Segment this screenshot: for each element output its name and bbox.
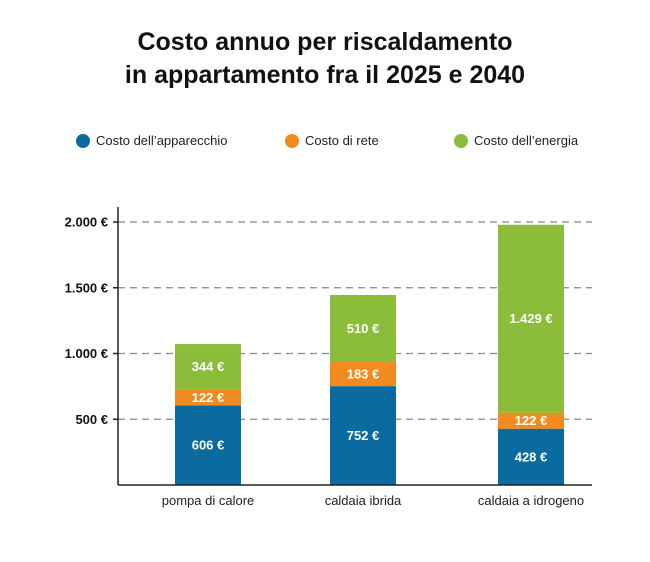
bar-value-label-0-2: 344 € [192, 359, 225, 374]
bar-value-label-0-0: 606 € [192, 438, 225, 453]
legend-swatch-apparecchio [76, 133, 90, 148]
legend: Costo dell’apparecchio Costo di rete Cos… [0, 133, 650, 153]
chart-title-line1: Costo annuo per riscaldamento [137, 28, 513, 56]
bar-value-label-1-1: 183 € [347, 367, 380, 382]
y-tick-label-1000: 1.000 € [65, 346, 108, 361]
category-label-2: caldaia a idrogeno [478, 493, 584, 508]
bar-2-0 [498, 428, 564, 485]
y-tick-label-1500: 1.500 € [65, 280, 108, 295]
bar-value-label-2-0: 428 € [515, 449, 548, 464]
y-tick-label-2000: 2.000 € [65, 215, 108, 230]
legend-item-energia: Costo dell’energia [454, 133, 578, 148]
bar-1-2 [330, 294, 396, 363]
y-tick-label-500: 500 € [75, 412, 108, 427]
legend-label-energia: Costo dell’energia [474, 133, 579, 148]
bar-2-2 [498, 224, 564, 413]
legend-item-apparecchio: Costo dell’apparecchio [76, 133, 228, 148]
bar-0-1 [175, 389, 241, 406]
chart-title: Costo annuo per riscaldamento in apparta… [0, 26, 650, 92]
bar-0-0 [175, 405, 241, 485]
bar-2-1 [498, 412, 564, 429]
legend-label-apparecchio: Costo dell’apparecchio [96, 133, 228, 148]
bar-value-label-2-1: 122 € [515, 413, 548, 428]
category-label-1: caldaia ibrida [325, 493, 402, 508]
bar-0-2 [175, 344, 241, 390]
legend-swatch-rete [285, 133, 299, 148]
bar-1-1 [330, 362, 396, 387]
bar-value-label-1-0: 752 € [347, 428, 380, 443]
bar-value-label-2-2: 1.429 € [509, 311, 552, 326]
chart-title-line2: in appartamento fra il 2025 e 2040 [124, 61, 526, 89]
bar-1-0 [330, 386, 396, 485]
legend-label-rete: Costo di rete [305, 133, 379, 148]
legend-item-rete: Costo di rete [285, 133, 379, 148]
category-label-0: pompa di calore [162, 493, 255, 508]
bar-value-label-1-2: 510 € [347, 321, 380, 336]
bar-value-label-0-1: 122 € [192, 390, 225, 405]
legend-swatch-energia [454, 133, 468, 148]
